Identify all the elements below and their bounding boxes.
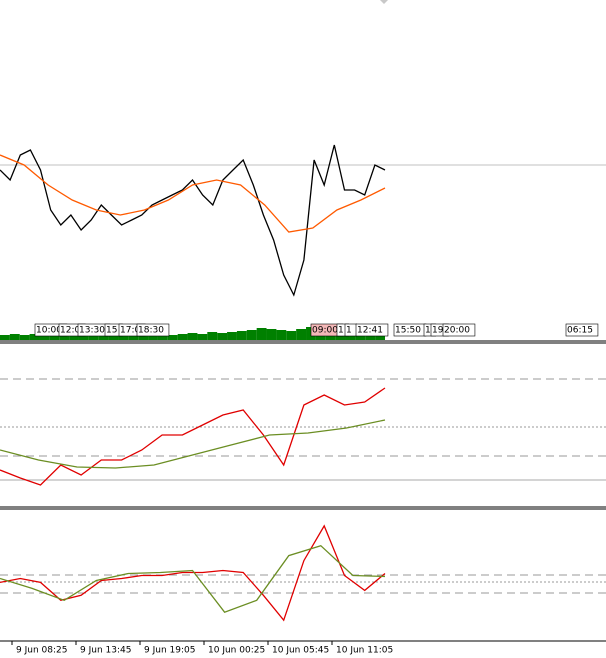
x-tick-label: 10 Jun 00:25 — [208, 646, 265, 656]
volume-bar — [157, 334, 168, 340]
volume-bar — [148, 333, 158, 340]
volume-bar — [217, 333, 228, 340]
session-label: 19 — [432, 326, 444, 336]
series-line — [0, 419, 386, 469]
session-tag — [442, 323, 476, 337]
volume-bar — [187, 333, 198, 340]
volume-bar — [39, 333, 50, 340]
x-tick-label: 10 Jun 05:45 — [272, 646, 329, 656]
volume-bar — [9, 334, 20, 340]
series-line — [0, 387, 386, 486]
session-tag — [136, 323, 170, 337]
session-label: 15:50 — [395, 326, 421, 336]
volume-bar — [49, 334, 60, 340]
volume-bar — [227, 332, 237, 340]
volume-bar — [69, 334, 79, 340]
volume-bar — [256, 328, 267, 340]
session-label: 09:00 — [312, 326, 338, 336]
volume-bar — [266, 329, 277, 340]
volume-bar — [108, 334, 119, 340]
volume-bar — [78, 334, 89, 340]
session-label: 18:30 — [138, 326, 164, 336]
volume-bar — [177, 334, 188, 340]
session-label: 1 — [425, 326, 431, 336]
volume-bar — [0, 335, 10, 340]
session-label: 06:15 — [567, 326, 593, 336]
volume-bar — [276, 330, 287, 340]
volume-bar — [19, 335, 30, 340]
volume-bar — [128, 335, 139, 340]
series-line — [0, 544, 386, 613]
volume-bar — [167, 335, 178, 340]
volume-bar — [98, 335, 109, 340]
x-tick-label: 9 Jun 13:45 — [80, 646, 131, 656]
series-line — [0, 144, 386, 297]
x-tick-label: 9 Jun 19:05 — [144, 646, 195, 656]
shift-marker — [380, 0, 388, 4]
series-line — [0, 524, 386, 622]
volume-bar — [29, 334, 40, 340]
session-tag — [355, 323, 389, 337]
session-label: 15 — [106, 326, 117, 336]
session-label: 17:0 — [120, 326, 140, 336]
volume-bar — [59, 335, 70, 340]
session-label: 1 — [346, 326, 352, 336]
session-tag — [565, 323, 599, 337]
session-label: 1 — [338, 326, 344, 336]
series-line — [0, 154, 386, 233]
volume-bar — [88, 333, 99, 340]
session-label: 10:00 — [36, 326, 62, 336]
session-label: 12:0 — [60, 326, 80, 336]
session-label: 20:00 — [444, 326, 470, 336]
volume-bar — [236, 331, 247, 340]
volume-bar — [138, 334, 149, 340]
session-label: 13:30 — [79, 326, 105, 336]
volume-bar — [118, 334, 129, 340]
volume-bar — [197, 334, 208, 340]
x-tick-label: 9 Jun 08:25 — [16, 646, 67, 656]
volume-bar — [296, 329, 307, 340]
volume-bar — [246, 330, 257, 340]
session-label: 12:41 — [357, 326, 383, 336]
x-tick-label: 10 Jun 11:05 — [336, 646, 393, 656]
volume-bar — [207, 332, 218, 340]
volume-bar — [286, 331, 297, 340]
